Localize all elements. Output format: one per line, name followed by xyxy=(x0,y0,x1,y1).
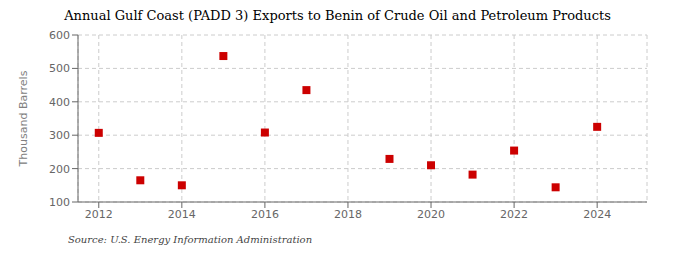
svg-text:2012: 2012 xyxy=(85,208,113,221)
svg-text:600: 600 xyxy=(49,29,70,42)
html-text:Annual Gulf Coast (PADD 3) Exp: Annual Gulf Coast (PADD 3) Exports to Be… xyxy=(64,8,611,23)
svg-text:2018: 2018 xyxy=(334,208,362,221)
svg-text:300: 300 xyxy=(49,129,70,142)
svg-text:100: 100 xyxy=(49,196,70,209)
svg-text:2024: 2024 xyxy=(583,208,611,221)
svg-text:2020: 2020 xyxy=(417,208,445,221)
svg-text:500: 500 xyxy=(49,62,70,75)
svg-text:2016: 2016 xyxy=(251,208,279,221)
svg-text:Thousand Barrels: Thousand Barrels xyxy=(17,70,30,167)
svg-text:2014: 2014 xyxy=(168,208,196,221)
svg-text:200: 200 xyxy=(49,163,70,176)
svg-text:2022: 2022 xyxy=(500,208,528,221)
svg-text:400: 400 xyxy=(49,96,70,109)
html-text:Source: U.S. Energy Informatio: Source: U.S. Energy Information Administ… xyxy=(68,234,313,245)
